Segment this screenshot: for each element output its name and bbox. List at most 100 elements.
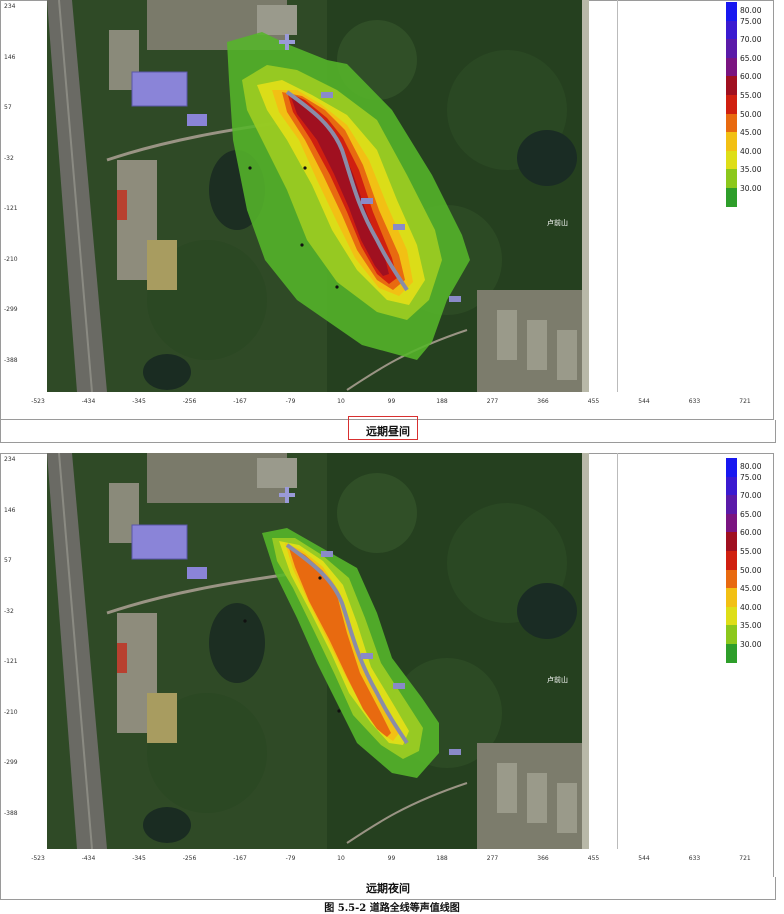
x-tick-label: -434 [81, 855, 96, 862]
legend-label: 55.00 [740, 90, 762, 100]
legend-swatch [726, 169, 737, 188]
x-tick-label: -345 [132, 855, 146, 862]
legend-label: 70.00 [740, 35, 762, 45]
legend-item: 80.00 [726, 458, 776, 477]
legend-item: 40.00 [726, 603, 776, 626]
legend-item: 55.00 [726, 547, 776, 570]
y-tick-label: 234 [4, 3, 16, 10]
legend-swatch [726, 588, 737, 607]
caption-day: 远期昼间 [366, 425, 410, 438]
legend-night: 80.00 75.00 70.00 65.00 60.00 55.00 50.00 45.00… [726, 458, 776, 663]
x-tick-label: -256 [182, 398, 197, 405]
y-tick-label: 146 [4, 53, 16, 61]
legend-swatch [726, 625, 737, 644]
place-label-day: 卢前山 [547, 219, 568, 227]
y-tick-label: -388 [4, 809, 18, 817]
x-tick-label: -167 [233, 398, 247, 405]
highlight-box [348, 416, 418, 440]
legend-swatch [726, 550, 737, 570]
x-tick-label: 721 [739, 855, 751, 862]
legend-swatch [726, 532, 737, 551]
y-tick-label: -121 [4, 205, 18, 212]
legend-swatch [726, 20, 737, 40]
x-tick-label: -79 [285, 398, 296, 405]
y-tick-label: -299 [4, 759, 18, 766]
legend-item: 30.00 [726, 184, 776, 207]
legend-label: 80.00 [740, 462, 762, 471]
legend-item: 50.00 [726, 566, 776, 589]
legend-swatch [726, 39, 737, 58]
legend-swatch [726, 76, 737, 95]
legend-item: 70.00 [726, 491, 776, 514]
legend-label: 40.00 [740, 602, 762, 612]
legend-item: 30.00 [726, 640, 776, 663]
legend-swatch [726, 94, 737, 114]
legend-swatch [726, 476, 737, 496]
legend-item: 40.00 [726, 147, 776, 170]
legend-label: 80.00 [740, 6, 762, 15]
legend-swatch [726, 643, 737, 663]
legend-swatch [726, 132, 737, 151]
legend-item: 35.00 [726, 621, 776, 644]
legend-label: 75.00 [740, 16, 762, 26]
y-tick-label: -210 [4, 708, 18, 716]
legend-item: 75.00 [726, 17, 776, 40]
caption-bar-night: 远期夜间 [0, 877, 776, 900]
legend-label: 30.00 [740, 183, 762, 193]
legend-label: 35.00 [740, 621, 762, 631]
legend-swatch [726, 569, 737, 589]
legend-label: 45.00 [740, 584, 762, 594]
legend-label: 65.00 [740, 509, 762, 519]
legend-item: 45.00 [726, 584, 776, 607]
x-tick-label: 277 [486, 855, 499, 862]
map-svg-day [47, 0, 589, 392]
y-tick-label: -32 [4, 154, 14, 162]
x-tick-label: -434 [81, 398, 96, 405]
legend-item: 75.00 [726, 473, 776, 496]
legend-item: 60.00 [726, 528, 776, 551]
x-tick-label: 277 [486, 398, 499, 405]
y-tick-label: -32 [4, 607, 14, 615]
legend-swatch [726, 458, 737, 477]
x-tick-label: 544 [638, 398, 650, 405]
y-tick-label: -388 [4, 356, 18, 364]
x-tick-label: 633 [688, 398, 701, 405]
x-tick-label: -523 [31, 855, 45, 862]
satellite-map-day: 卢前山 [47, 0, 589, 392]
x-tick-label: -167 [233, 855, 247, 862]
legend-swatch [726, 187, 737, 207]
legend-swatch [726, 150, 737, 170]
x-tick-label: 10 [337, 855, 345, 862]
legend-item: 65.00 [726, 54, 776, 77]
legend-label: 40.00 [740, 146, 762, 156]
caption-night: 远期夜间 [366, 882, 410, 895]
legend-label: 35.00 [740, 165, 762, 175]
y-tick-label: 57 [4, 104, 12, 111]
legend-item: 80.00 [726, 2, 776, 21]
x-tick-label: 188 [436, 398, 448, 405]
y-tick-label: -299 [4, 306, 18, 313]
y-tick-label: -210 [4, 255, 18, 263]
legend-swatch [726, 495, 737, 514]
noise-map-panel-day: 卢前山 234 146 57 -32 -121 -210 -299 -388 -523 -434… [0, 0, 776, 443]
legend-label: 65.00 [740, 53, 762, 63]
legend-item: 45.00 [726, 128, 776, 151]
y-tick-label: -121 [4, 658, 18, 665]
x-tick-label: -523 [31, 398, 45, 405]
caption-bar-day: 远期昼间 [0, 416, 776, 443]
place-label-night: 卢前山 [547, 676, 568, 684]
figure-title: 图 5.5-2 道路全线等声值线图 [324, 903, 460, 914]
legend-swatch [726, 2, 737, 21]
legend-label: 60.00 [740, 528, 762, 538]
x-tick-label: 99 [387, 855, 396, 862]
x-tick-label: 188 [436, 855, 448, 862]
legend-item: 35.00 [726, 165, 776, 188]
legend-label: 60.00 [740, 72, 762, 82]
y-tick-label: 146 [4, 506, 16, 514]
x-tick-label: 721 [739, 398, 751, 405]
satellite-map-night: 卢前山 [47, 453, 589, 849]
divider-night [617, 453, 618, 849]
x-tick-label: -256 [182, 855, 197, 862]
x-tick-label: 633 [688, 855, 701, 862]
legend-swatch [726, 606, 737, 626]
